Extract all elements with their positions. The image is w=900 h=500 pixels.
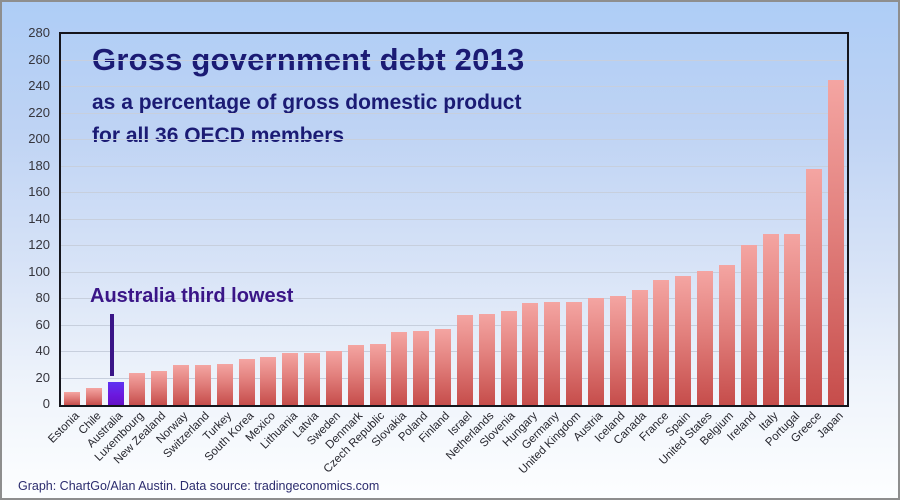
gridline-220 [61, 112, 847, 114]
bar-canada [631, 289, 648, 405]
y-tick-label-120: 120 [28, 237, 50, 252]
bar-sweden [325, 350, 342, 405]
bar-poland [413, 330, 430, 405]
bar-austria [587, 297, 604, 405]
y-tick-label-180: 180 [28, 157, 50, 173]
bar-japan [828, 80, 845, 405]
annotation-pointer-line [110, 314, 114, 376]
bar-australia [107, 382, 124, 405]
y-tick-label-40: 40 [35, 343, 50, 358]
bar-new-zealand [151, 370, 168, 405]
bar-turkey [216, 363, 233, 405]
gridline-120 [61, 245, 847, 246]
bar-spain [675, 276, 692, 405]
bar-finland [435, 329, 452, 405]
bar-slovakia [391, 332, 408, 405]
bar-germany [544, 301, 561, 405]
bar-portugal [784, 234, 801, 405]
gridline-180 [61, 165, 847, 167]
bar-belgium [718, 264, 735, 405]
bar-slovenia [500, 310, 517, 405]
bar-switzerland [194, 365, 211, 405]
bar-chile [85, 387, 102, 405]
bar-italy [762, 234, 779, 405]
bar-mexico [260, 357, 277, 405]
bar-greece [806, 169, 823, 405]
bar-denmark [347, 345, 364, 405]
gridline-20 [61, 377, 847, 379]
y-tick-label-100: 100 [28, 263, 50, 279]
chart-subtitle-line2: for all 36 OECD members [92, 123, 345, 147]
y-tick-label-140: 140 [28, 210, 50, 226]
bar-ireland [740, 244, 757, 405]
bar-united-kingdom [566, 301, 583, 405]
plot-area [59, 32, 849, 407]
gridline-160 [61, 192, 847, 193]
bar-latvia [304, 353, 321, 405]
gridline-60 [61, 324, 847, 326]
y-tick-label-200: 200 [28, 131, 50, 146]
bar-hungary [522, 302, 539, 405]
bar-estonia [63, 391, 80, 405]
y-tick-label-160: 160 [28, 184, 50, 199]
y-tick-label-0: 0 [42, 396, 50, 411]
y-tick-label-240: 240 [28, 78, 50, 93]
gridline-260 [61, 59, 847, 61]
bar-iceland [609, 296, 626, 405]
chart-subtitle-line1: as a percentage of gross domestic produc… [92, 91, 522, 114]
bar-norway [173, 365, 190, 405]
bar-luxembourg [129, 373, 146, 405]
bar-united-states [697, 271, 714, 405]
bar-south-korea [238, 358, 255, 405]
y-tick-label-260: 260 [28, 51, 50, 67]
y-tick-label-60: 60 [35, 316, 50, 332]
y-tick-label-220: 220 [28, 104, 50, 120]
gridline-40 [61, 351, 847, 352]
gridline-100 [61, 271, 847, 273]
y-tick-label-80: 80 [35, 290, 50, 305]
y-tick-label-280: 280 [28, 25, 50, 40]
chart-subtitle: as a percentage of gross domestic produc… [92, 87, 524, 152]
gridline-240 [61, 86, 847, 87]
gridline-200 [61, 139, 847, 140]
bar-israel [456, 314, 473, 405]
y-tick-label-20: 20 [35, 369, 50, 385]
annotation-label: Australia third lowest [90, 285, 294, 307]
footer-credit: Graph: ChartGo/Alan Austin. Data source:… [18, 479, 380, 493]
gridline-80 [61, 298, 847, 299]
bar-lithuania [282, 353, 299, 405]
gridline-140 [61, 218, 847, 220]
bar-netherlands [478, 313, 495, 405]
bar-france [653, 280, 670, 405]
bar-czech-republic [369, 344, 386, 405]
